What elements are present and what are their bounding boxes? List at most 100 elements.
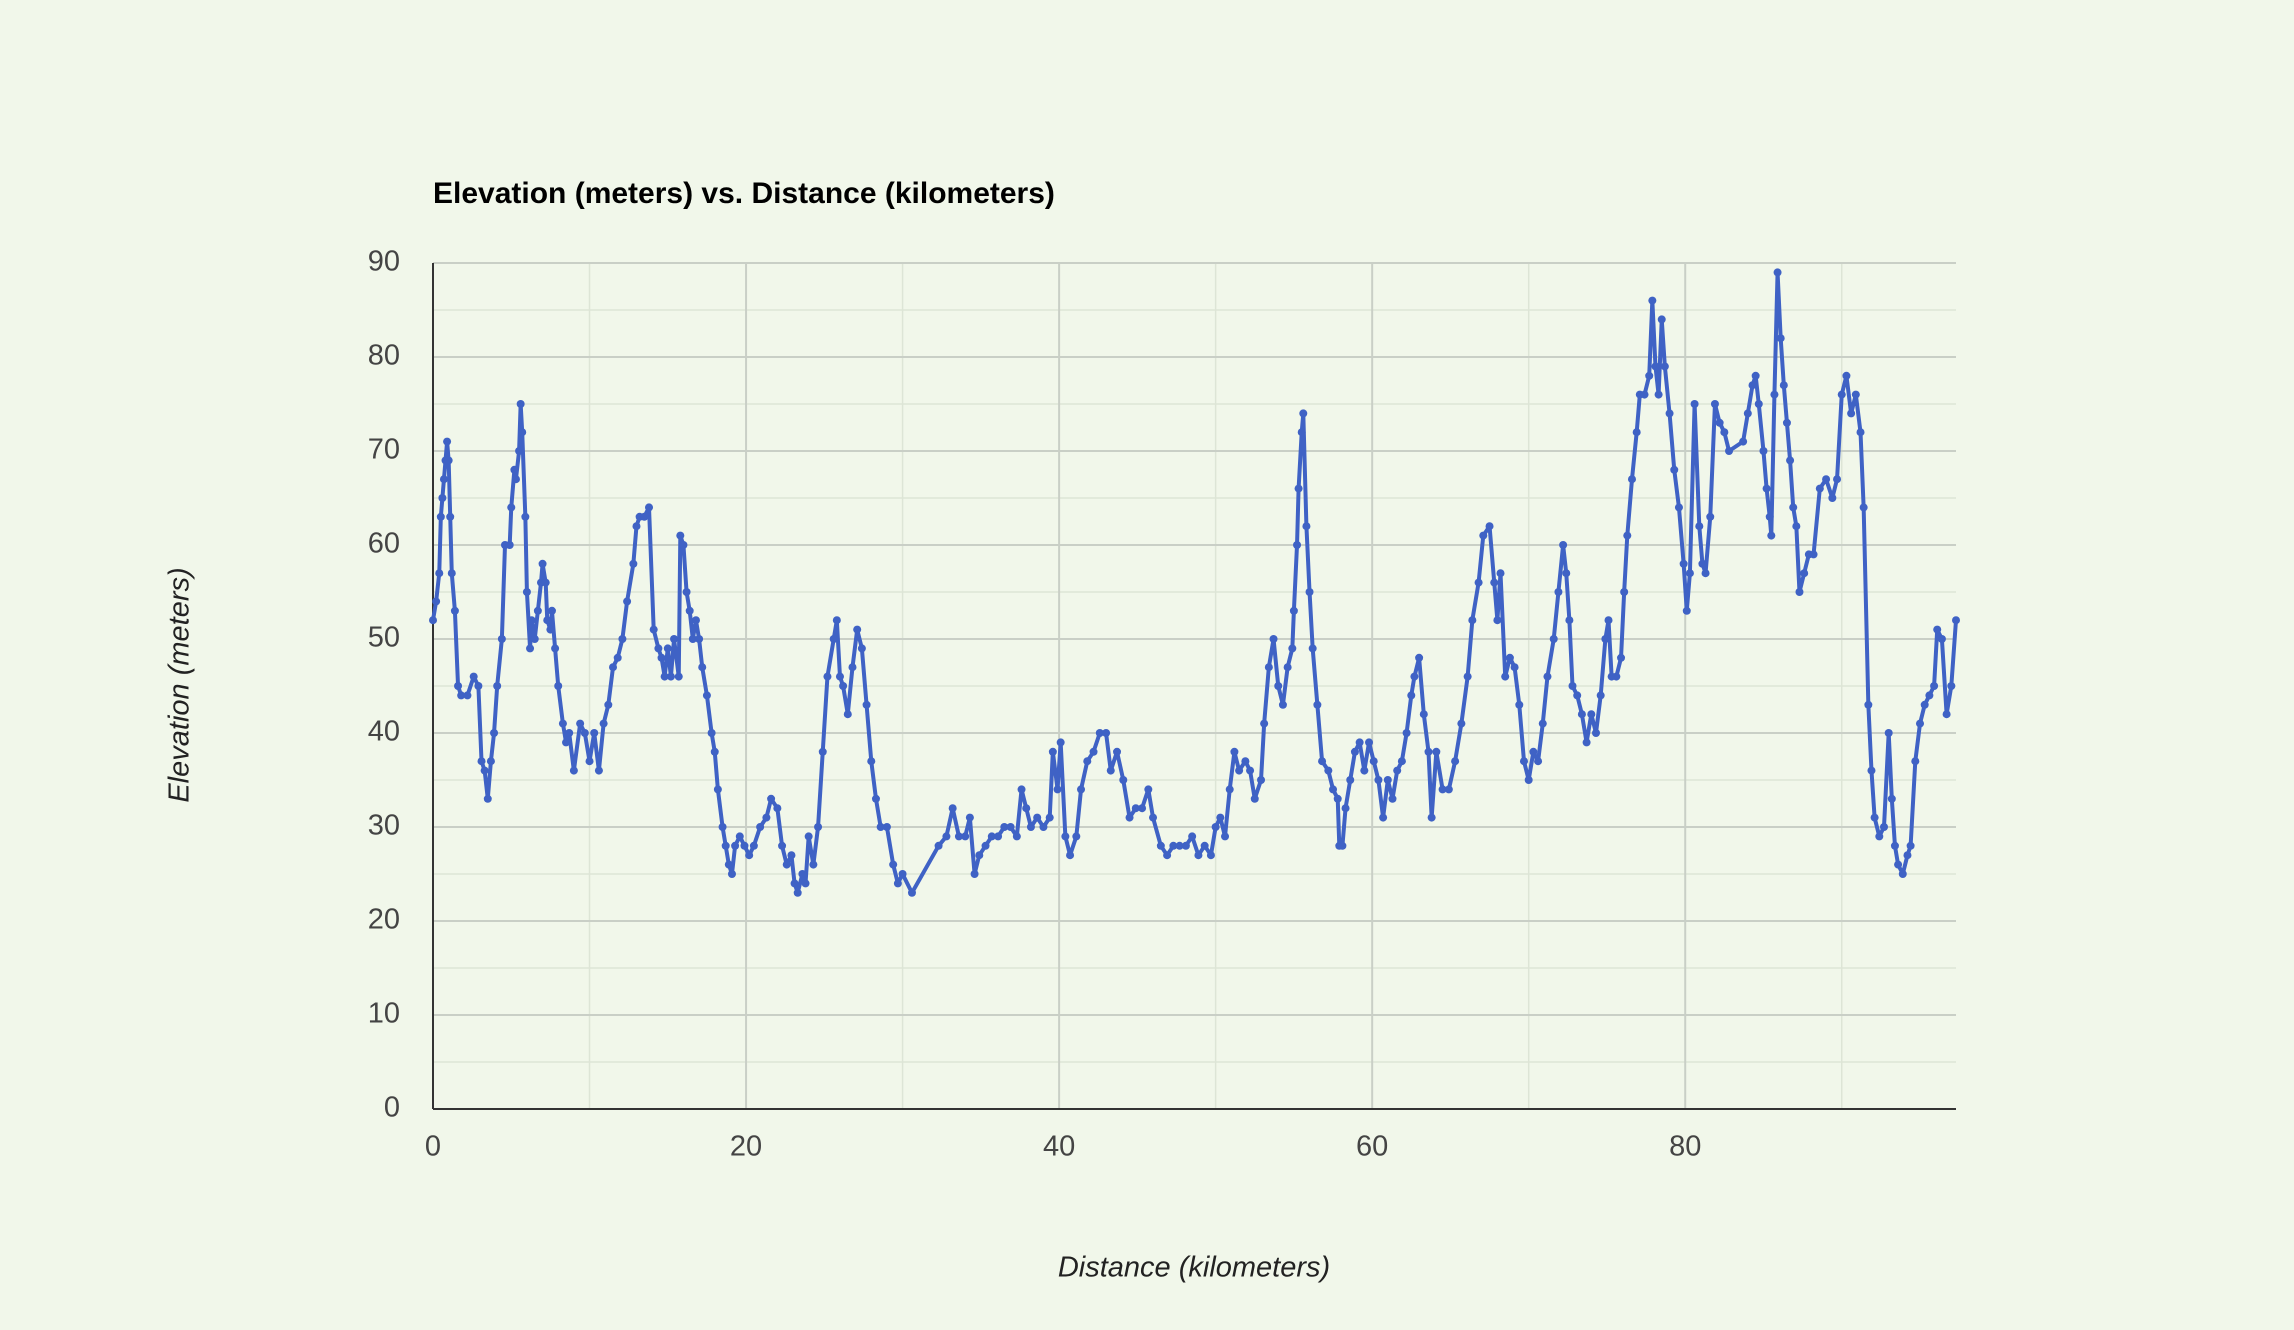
- x-axis-label: Distance (kilometers): [1058, 1252, 1330, 1284]
- data-point: [1077, 785, 1086, 794]
- data-point: [862, 700, 871, 709]
- x-tick-label: 0: [425, 1131, 441, 1163]
- data-point: [1573, 691, 1582, 700]
- y-tick-label: 0: [384, 1092, 400, 1124]
- data-point: [1710, 400, 1719, 408]
- data-point: [1565, 616, 1574, 625]
- data-point: [1623, 531, 1632, 540]
- data-point: [654, 644, 663, 653]
- data-point: [1651, 362, 1660, 371]
- data-point: [1879, 823, 1888, 831]
- data-point: [1283, 663, 1292, 672]
- data-point: [801, 879, 810, 888]
- data-point: [558, 719, 567, 728]
- data-point: [1654, 390, 1663, 399]
- data-point: [569, 766, 578, 775]
- data-point: [657, 653, 666, 662]
- data-point: [1200, 841, 1209, 850]
- data-point: [515, 447, 524, 455]
- data-point: [1444, 785, 1453, 794]
- data-point: [1627, 475, 1636, 484]
- data-point: [1660, 362, 1669, 371]
- data-point: [832, 616, 841, 625]
- data-point: [1297, 428, 1306, 437]
- data-point: [987, 832, 996, 841]
- data-point: [1045, 813, 1054, 822]
- data-point: [1033, 813, 1042, 822]
- data-point: [1305, 588, 1314, 596]
- data-point: [1930, 682, 1939, 690]
- data-point: [1505, 653, 1514, 662]
- data-point: [1690, 400, 1699, 408]
- y-tick-label: 20: [368, 904, 400, 936]
- data-point: [745, 851, 754, 860]
- data-point: [1612, 672, 1621, 681]
- data-point: [1748, 381, 1757, 390]
- data-point: [1591, 729, 1600, 737]
- x-tick-label: 40: [1043, 1131, 1075, 1163]
- data-point: [1274, 682, 1283, 690]
- data-point: [1534, 757, 1543, 766]
- data-point: [1388, 794, 1397, 803]
- x-tick-label: 80: [1669, 1131, 1701, 1163]
- data-point: [1156, 841, 1165, 850]
- data-point: [829, 635, 838, 643]
- data-point: [727, 870, 736, 878]
- data-point: [580, 729, 589, 737]
- data-point: [1149, 813, 1158, 822]
- data-point: [1338, 841, 1347, 850]
- data-point: [1864, 700, 1873, 709]
- data-point: [480, 766, 489, 775]
- data-point: [1601, 635, 1610, 643]
- data-point: [740, 841, 749, 850]
- data-point: [670, 635, 679, 643]
- data-point: [599, 719, 608, 728]
- data-point: [907, 888, 916, 897]
- data-point: [522, 588, 531, 596]
- data-point: [1617, 653, 1626, 662]
- data-point: [1102, 729, 1111, 737]
- data-point: [814, 823, 823, 831]
- data-point: [1402, 729, 1411, 737]
- data-point: [674, 672, 683, 681]
- y-tick-label: 70: [368, 434, 400, 466]
- data-point: [1706, 512, 1715, 521]
- data-point: [1648, 296, 1657, 305]
- data-point: [551, 644, 560, 653]
- data-point: [444, 456, 453, 465]
- y-tick-label: 80: [368, 340, 400, 372]
- data-point: [1235, 766, 1244, 775]
- data-point: [1568, 682, 1577, 690]
- data-point: [1163, 851, 1172, 860]
- data-point: [1890, 841, 1899, 850]
- data-point: [1815, 484, 1824, 493]
- data-point: [1665, 409, 1674, 418]
- data-point: [1786, 456, 1795, 465]
- data-point: [1851, 390, 1860, 399]
- data-point: [1424, 747, 1433, 756]
- data-point: [477, 757, 486, 766]
- data-point: [1188, 832, 1197, 841]
- data-point: [1800, 569, 1809, 578]
- data-point: [762, 813, 771, 822]
- data-point: [546, 625, 555, 634]
- data-point: [1510, 663, 1519, 672]
- data-point: [857, 644, 866, 653]
- data-point: [1701, 569, 1710, 578]
- data-point: [1061, 832, 1070, 841]
- data-point: [1360, 766, 1369, 775]
- data-point: [871, 794, 880, 803]
- y-tick-label: 50: [368, 622, 400, 654]
- data-point: [994, 832, 1003, 841]
- data-point: [782, 860, 791, 869]
- data-point: [695, 635, 704, 643]
- data-point: [735, 832, 744, 841]
- data-point: [1194, 851, 1203, 860]
- data-point: [898, 870, 907, 878]
- data-point: [1743, 409, 1752, 418]
- data-point: [948, 804, 957, 813]
- data-point: [679, 541, 688, 549]
- x-tick-label: 20: [730, 1131, 762, 1163]
